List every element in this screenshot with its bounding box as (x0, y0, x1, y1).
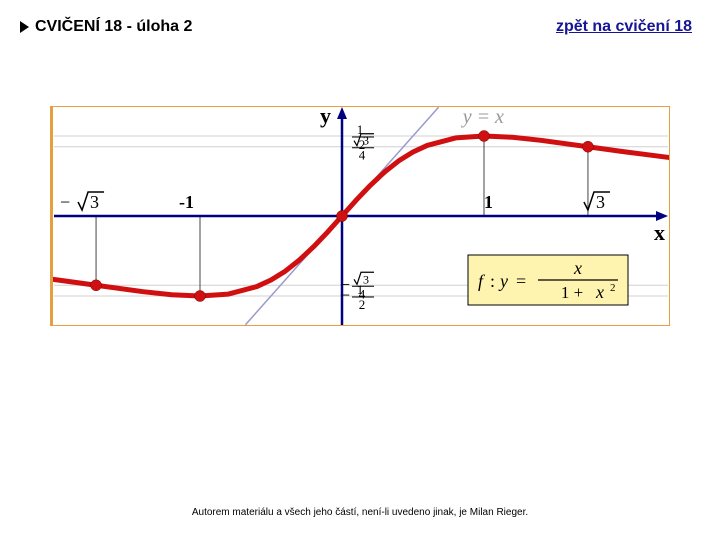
triangle-icon (20, 21, 29, 33)
svg-text:3: 3 (363, 272, 369, 286)
svg-text:3: 3 (90, 192, 99, 212)
svg-text:1: 1 (357, 282, 364, 297)
svg-text:−: − (60, 192, 70, 212)
svg-text:2: 2 (359, 297, 366, 312)
svg-text:y: y (498, 271, 508, 291)
function-chart: y = x−3-1131234−34−12yxf:y=x1 + x2 (53, 107, 669, 325)
chart-container: y = x−3-1131234−34−12yxf:y=x1 + x2 (50, 106, 670, 326)
svg-text:4: 4 (359, 148, 366, 163)
svg-text:3: 3 (363, 134, 369, 148)
page-title: CVIČENÍ 18 - úloha 2 (35, 18, 192, 36)
svg-text:1 +: 1 + (561, 283, 583, 302)
title-group: CVIČENÍ 18 - úloha 2 (20, 18, 192, 36)
svg-text:y: y (320, 107, 331, 128)
svg-text:x: x (595, 282, 604, 302)
svg-text:x: x (654, 220, 665, 245)
svg-text:2: 2 (610, 282, 616, 294)
svg-text:1: 1 (484, 192, 493, 212)
svg-text:3: 3 (596, 192, 605, 212)
footer-credit: Autorem materiálu a všech jeho částí, ne… (0, 507, 720, 518)
svg-text:=: = (516, 271, 526, 291)
back-link[interactable]: zpět na cvičení 18 (556, 18, 692, 36)
svg-text:x: x (573, 258, 582, 278)
svg-text:-1: -1 (179, 192, 194, 212)
svg-text:y = x: y = x (461, 107, 504, 128)
svg-text::: : (490, 271, 495, 291)
svg-text:−: − (340, 285, 350, 305)
